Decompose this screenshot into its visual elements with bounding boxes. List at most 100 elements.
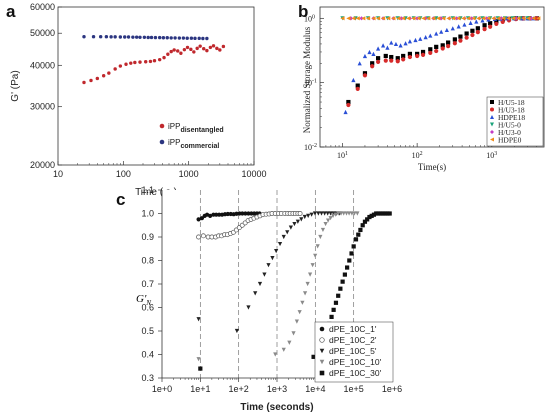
- data-point-dpe-10c-30: [345, 265, 350, 270]
- panel-c-legend-marker: [319, 337, 325, 343]
- data-point-dpe-10c-30: [347, 258, 352, 263]
- data-point-dpe-10c-10: [196, 357, 201, 362]
- data-point-hdpe0: [476, 16, 481, 21]
- data-point-disentangled: [101, 74, 106, 78]
- panel-c-y-tick-label: 0.3: [141, 373, 154, 383]
- data-point-disentangled: [195, 46, 199, 51]
- data-point-dpe-10c-30: [358, 227, 363, 233]
- data-point-hdpe0: [355, 16, 360, 21]
- data-point-dpe-10c-10: [318, 234, 323, 240]
- data-point-dpe-10c-30: [333, 300, 339, 305]
- data-point-hdpe18: [462, 22, 467, 27]
- data-point-disentangled: [144, 60, 148, 64]
- data-point-h-u3-18: [401, 57, 406, 62]
- data-point-h-u5-18: [446, 40, 451, 45]
- data-point-h-u5-18: [475, 26, 480, 31]
- data-point-h-u5-18: [482, 23, 487, 28]
- data-point-dpe-10c-30: [369, 213, 374, 218]
- data-point-hdpe0: [471, 16, 476, 21]
- data-point-hdpe18: [423, 35, 428, 40]
- panel-a-y-axis-label: G' (Pa): [10, 70, 21, 101]
- data-point-disentangled: [166, 52, 170, 56]
- data-point-dpe-10c-5: [312, 211, 318, 216]
- data-point-commercial: [153, 35, 158, 40]
- data-point-dpe-10c-30: [385, 211, 390, 216]
- data-point-hdpe18: [376, 46, 381, 51]
- data-point-hdpe0: [536, 16, 541, 21]
- data-point-h-u3-18: [500, 19, 505, 25]
- panel-c-legend-marker: [319, 370, 325, 376]
- data-point-dpe-10c-2: [196, 234, 202, 240]
- data-point-h-u5-18: [434, 44, 439, 49]
- data-point-hdpe0: [531, 16, 536, 21]
- panel-b: b 101 102 103 10-2 10-1 100 Normalized Storag…: [298, 2, 545, 172]
- data-point-hdpe0: [466, 16, 471, 21]
- data-point-dpe-10c-5: [277, 241, 283, 247]
- data-point-dpe-10c-30: [198, 366, 203, 371]
- data-point-dpe-10c-10: [313, 253, 318, 258]
- data-point-dpe-10c-1: [240, 211, 245, 216]
- data-point-disentangled: [169, 49, 173, 54]
- panel-c-y-tick-label: 1.0: [141, 209, 154, 219]
- data-point-hdpe18: [398, 43, 403, 48]
- panel-c-legend-box: [314, 321, 394, 383]
- data-point-hdpe0: [491, 16, 496, 21]
- data-point-hdpe18: [444, 27, 449, 33]
- panel-c-legend-label: dPE_10C_5': [329, 346, 377, 356]
- data-point-dpe-10c-5: [274, 249, 279, 254]
- panel-b-legend-label: H/U5-18: [498, 98, 525, 107]
- data-point-hdpe0: [411, 16, 416, 21]
- data-point-hdpe18: [371, 51, 376, 56]
- panel-a-y-tick-label: 20000: [30, 160, 55, 170]
- data-point-dpe-10c-5: [302, 214, 307, 220]
- data-point-disentangled: [202, 46, 206, 51]
- data-point-dpe-10c-5: [299, 217, 304, 222]
- panel-c-legend-label: dPE_10C_2': [329, 335, 377, 345]
- panel-a-plot-frame: [57, 6, 255, 166]
- data-point-h-u3-18: [346, 102, 351, 108]
- data-point-dpe-10c-1: [214, 212, 219, 217]
- data-point-h-u5-18: [376, 56, 381, 61]
- panel-a-y-tick-label: 30000: [30, 102, 55, 112]
- data-point-dpe-10c-10: [273, 352, 278, 357]
- data-point-dpe-10c-10: [355, 211, 360, 216]
- data-point-disentangled: [179, 51, 183, 55]
- panel-b-legend-box: [486, 96, 544, 147]
- data-point-dpe-10c-10: [307, 272, 313, 277]
- data-point-dpe-10c-30: [362, 219, 368, 224]
- panel-c-legend-label: dPE_10C_10': [329, 357, 382, 367]
- legend-marker-commercial: [159, 139, 165, 145]
- panel-b-legend-marker: [490, 100, 494, 104]
- data-point-commercial: [205, 36, 209, 41]
- panel-b-legend-label: H/U3-18: [498, 106, 525, 115]
- data-point-dpe-10c-1: [208, 213, 213, 218]
- data-point-dpe-10c-5: [246, 305, 251, 310]
- data-point-hdpe0: [371, 16, 376, 21]
- data-point-disentangled: [107, 71, 111, 75]
- data-point-dpe-10c-1: [246, 211, 251, 216]
- data-point-hdpe0: [441, 16, 446, 21]
- data-point-commercial: [146, 35, 150, 40]
- data-point-h-u5-18: [494, 19, 499, 24]
- panel-a-ticks: 10 100 1000 10000 20000 30000 40000 50000 60000: [30, 2, 267, 179]
- data-point-h-u3-18: [446, 44, 451, 49]
- data-point-disentangled: [118, 64, 123, 68]
- data-point-dpe-10c-5: [285, 230, 290, 235]
- data-point-disentangled: [215, 46, 219, 51]
- data-point-commercial: [149, 35, 154, 40]
- data-point-h-u3-0: [423, 16, 428, 21]
- data-point-disentangled: [157, 57, 162, 62]
- data-point-hdpe0: [361, 16, 366, 21]
- panel-b-legend-marker: [490, 122, 494, 127]
- panel-b-legend-marker: [490, 130, 494, 134]
- data-point-dpe-10c-10: [320, 227, 326, 233]
- data-point-hdpe0: [496, 16, 501, 21]
- panel-b-x-tick-label: 101: [337, 151, 348, 160]
- panel-c-x-tick-label: 1e+5: [344, 384, 364, 394]
- data-point-h-u5-18: [420, 49, 426, 55]
- panel-c-x-axis-label: Time (seconds): [240, 402, 313, 413]
- data-point-dpe-10c-5: [328, 211, 333, 216]
- data-point-dpe-10c-10: [287, 340, 292, 345]
- data-point-dpe-10c-1: [225, 211, 230, 217]
